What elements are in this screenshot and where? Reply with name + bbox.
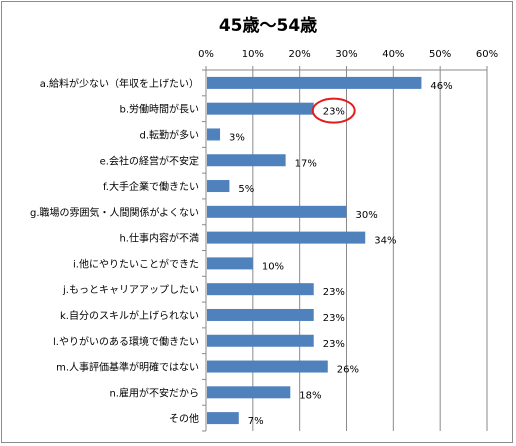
value-label: 5% (238, 184, 254, 195)
category-label: m.人事評価基準が明確ではない (56, 361, 199, 374)
bar (207, 180, 230, 193)
value-label: 23% (323, 287, 345, 298)
bar (207, 154, 286, 167)
value-labels: 46% 23% 3% 17% 5% 30% 34% 10% 23% 23% 23% 26% 18% 7% (229, 81, 453, 427)
value-label: 26% (337, 365, 359, 376)
value-label: 23% (323, 339, 345, 350)
category-label: e.会社の経営が不安定 (100, 154, 199, 167)
bar (207, 308, 314, 321)
value-label: 7% (248, 416, 264, 427)
value-label: 23% (323, 107, 345, 118)
category-label: f.大手企業で働きたい (103, 180, 199, 193)
category-label: その他 (169, 412, 199, 425)
value-label: 46% (430, 81, 452, 92)
category-label: d.転勤が多い (139, 128, 199, 141)
x-tick-label: 60% (476, 49, 498, 60)
x-tick-label: 10% (242, 49, 264, 60)
bar (207, 76, 422, 89)
axes (202, 69, 487, 432)
bar (207, 334, 314, 347)
bar (207, 257, 253, 270)
category-label: g.職場の雰囲気・人間関係がよくない (30, 206, 199, 219)
value-label: 30% (356, 210, 378, 221)
value-label: 18% (299, 390, 321, 401)
value-label: 17% (295, 158, 317, 169)
category-label: a.給料が少ない（年収を上げたい） (40, 77, 199, 90)
x-tick-label: 50% (429, 49, 451, 60)
bar (207, 386, 291, 399)
bar (207, 412, 239, 425)
highlight-layer (311, 97, 356, 124)
value-label: 34% (374, 236, 396, 247)
bars (207, 76, 422, 425)
bar (207, 205, 347, 218)
value-label: 10% (262, 261, 284, 272)
category-label: b.労働時間が長い (119, 103, 199, 116)
x-tick-label: 20% (289, 49, 311, 60)
x-tick-label: 30% (335, 49, 357, 60)
bar (207, 360, 328, 373)
category-label: n.雇用が不安だから (109, 386, 199, 399)
bar (207, 102, 314, 115)
category-label: h.仕事内容が不満 (119, 232, 199, 245)
bar (207, 128, 221, 141)
value-label: 3% (229, 132, 245, 143)
bar (207, 231, 366, 244)
category-label: i.他にやりたいことができた (73, 257, 199, 270)
category-label: j.もっとキャリアアップしたい (62, 284, 199, 296)
x-axis-ticks: 0% 10% 20% 30% 40% 50% 60% (198, 49, 498, 70)
category-label: k.自分のスキルが上げられない (60, 309, 199, 322)
bar (207, 283, 314, 296)
gridlines (252, 70, 488, 431)
category-labels: a.給料が少ない（年収を上げたい） b.労働時間が長い d.転勤が多い e.会社の経営… (30, 77, 199, 425)
category-label: l.やりがいのある環境で働きたい (53, 335, 199, 348)
chart-title: 45歳～54歳 (219, 15, 317, 36)
highlight-circle (311, 97, 356, 124)
x-tick-label: 0% (198, 49, 214, 60)
x-tick-label: 40% (382, 49, 404, 60)
value-label: 23% (323, 313, 345, 324)
